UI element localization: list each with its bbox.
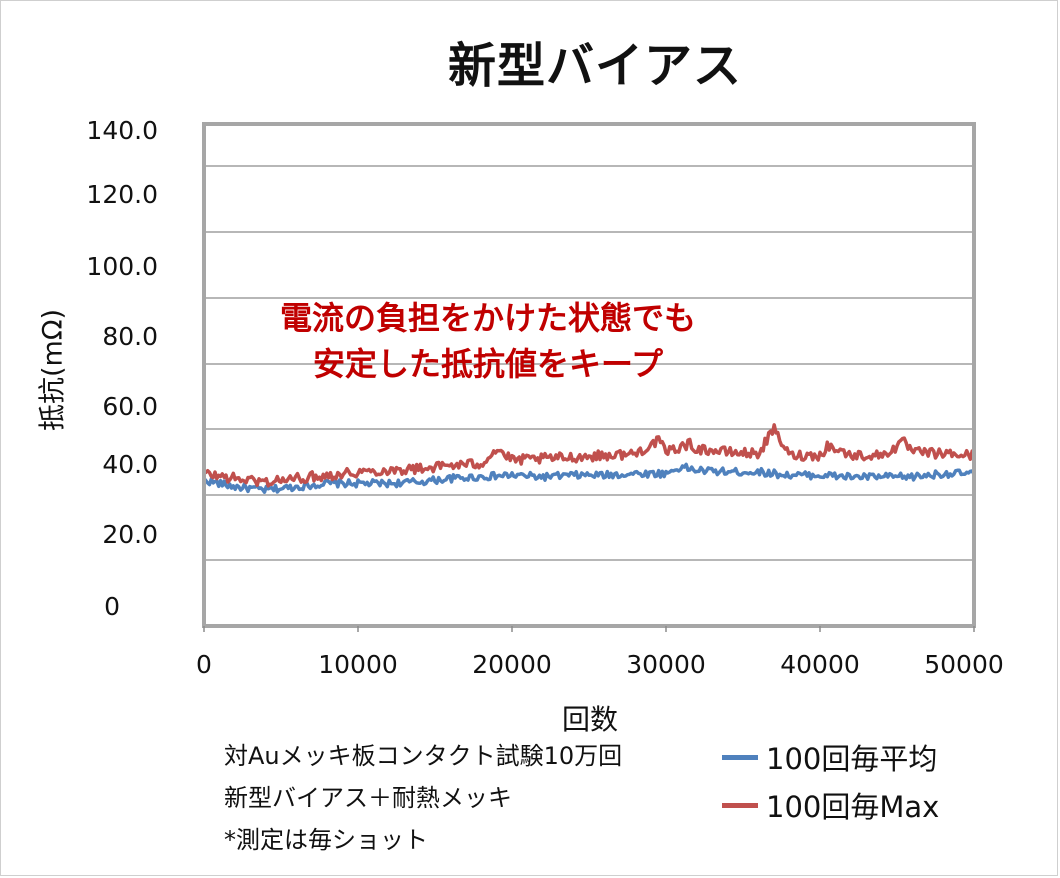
y-tick-label: 100.0	[86, 252, 158, 281]
chart-title: 新型バイアス	[447, 38, 742, 94]
legend-label: 100回毎Max	[766, 790, 940, 824]
y-tick-label: 120.0	[86, 180, 158, 209]
note-line: 新型バイアス＋耐熱メッキ	[224, 784, 512, 812]
note-line: 対Auメッキ板コンタクト試験10万回	[224, 742, 623, 770]
x-axis-label: 回数	[561, 703, 619, 736]
x-tick-label: 20000	[472, 650, 552, 679]
y-tick-label: 60.0	[102, 392, 158, 421]
x-tick-label: 50000	[924, 650, 1004, 679]
x-tick-label: 30000	[626, 650, 706, 679]
y-tick-label: 20.0	[102, 520, 158, 549]
y-tick-label: 140.0	[86, 116, 158, 145]
y-tick-label: 0	[104, 592, 120, 621]
y-tick-label: 40.0	[102, 450, 158, 479]
note-line: *測定は毎ショット	[224, 826, 428, 854]
legend-label: 100回毎平均	[766, 742, 938, 776]
legend-swatch	[722, 754, 758, 760]
annotation-line: 安定した抵抗値をキープ	[312, 345, 664, 383]
x-tick-label: 10000	[318, 650, 398, 679]
legend-item: 100回毎Max	[722, 788, 939, 824]
legend-item: 100回毎平均	[722, 740, 937, 776]
chart-annotation: 電流の負担をかけた状態でも 安定した抵抗値をキープ	[232, 295, 744, 387]
y-tick-label: 80.0	[102, 322, 158, 351]
annotation-line: 電流の負担をかけた状態でも	[279, 299, 696, 337]
y-axis-label: 抵抗(mΩ)	[37, 308, 69, 432]
x-tick-label: 40000	[780, 650, 860, 679]
plot-area-border	[202, 122, 976, 628]
legend-swatch	[722, 802, 758, 808]
series-line	[203, 423, 976, 488]
x-tick-label: 0	[196, 650, 212, 679]
